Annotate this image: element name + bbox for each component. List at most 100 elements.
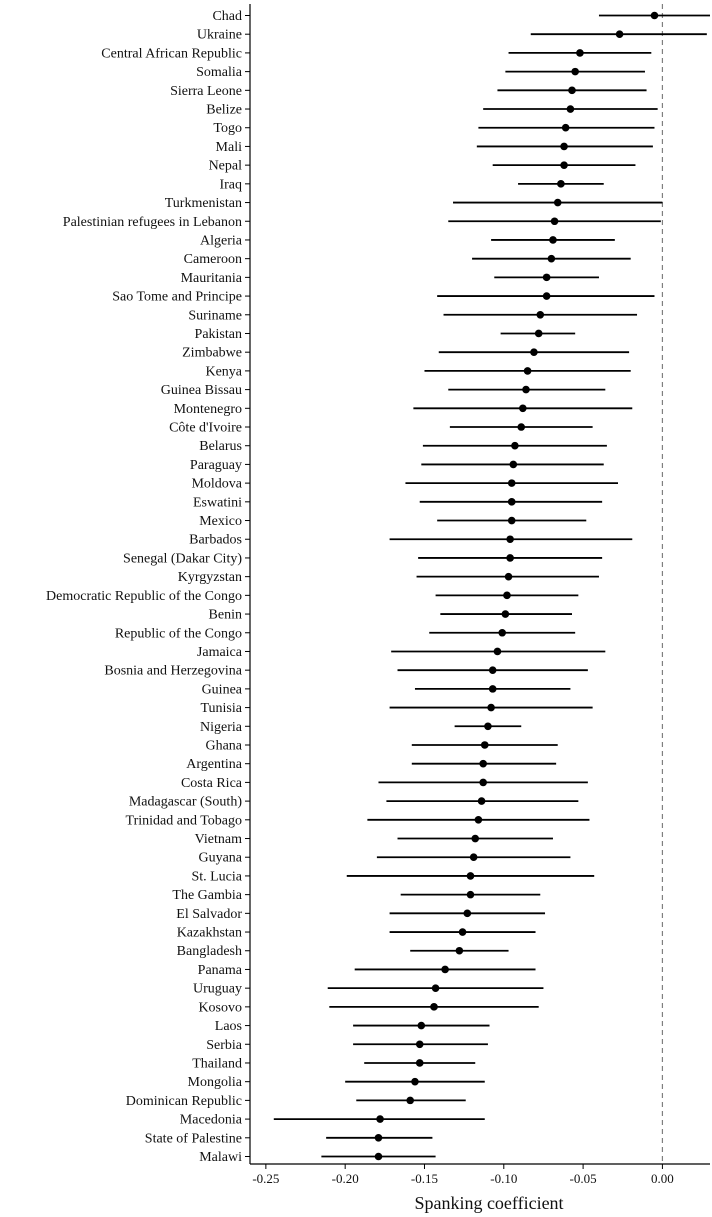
category-label: Jamaica bbox=[197, 645, 243, 660]
category-label: Barbados bbox=[189, 533, 242, 548]
point-estimate bbox=[417, 1021, 426, 1030]
point-estimate bbox=[560, 142, 568, 151]
category-label: Nepal bbox=[209, 159, 243, 174]
category-label: Pakistan bbox=[195, 327, 242, 342]
point-estimate bbox=[568, 86, 576, 95]
point-estimate bbox=[466, 890, 475, 899]
point-estimate bbox=[522, 385, 530, 394]
plot-area: Chad Ukraine Central African Republic Somal… bbox=[46, 4, 710, 1186]
point-estimate bbox=[493, 647, 502, 656]
point-estimate bbox=[415, 1040, 424, 1049]
category-label: Guyana bbox=[198, 851, 242, 866]
category-label: Central African Republic bbox=[101, 46, 242, 61]
point-estimate bbox=[523, 367, 532, 375]
point-estimate bbox=[504, 572, 513, 581]
category-label: Tunisia bbox=[200, 701, 242, 716]
category-label: Benin bbox=[209, 608, 242, 623]
category-label: Kyrgyzstan bbox=[178, 570, 242, 585]
x-tick-label: -0.05 bbox=[570, 1171, 597, 1186]
category-label: Bosnia and Herzegovina bbox=[104, 664, 242, 679]
category-label: Chad bbox=[212, 9, 242, 24]
category-label: St. Lucia bbox=[191, 869, 242, 884]
category-label: Democratic Republic of the Congo bbox=[46, 589, 242, 604]
category-label: Vietnam bbox=[195, 832, 242, 847]
point-estimate bbox=[542, 273, 551, 282]
point-estimate bbox=[547, 254, 556, 263]
category-label: Montenegro bbox=[174, 402, 242, 417]
point-estimate bbox=[484, 722, 492, 731]
category-label: Republic of the Congo bbox=[115, 626, 242, 641]
point-estimate bbox=[566, 105, 575, 113]
point-estimate bbox=[530, 348, 538, 356]
point-estimate bbox=[487, 703, 495, 712]
point-estimate bbox=[534, 329, 543, 338]
category-label: Togo bbox=[213, 121, 242, 136]
point-estimate bbox=[498, 628, 507, 637]
point-estimate bbox=[488, 666, 497, 674]
point-estimate bbox=[576, 49, 584, 57]
category-label: Argentina bbox=[186, 757, 243, 772]
point-estimate bbox=[474, 816, 483, 824]
point-estimate bbox=[411, 1077, 419, 1086]
category-label: Mongolia bbox=[188, 1075, 243, 1090]
category-label: Belize bbox=[206, 103, 242, 118]
point-estimate bbox=[441, 965, 449, 974]
category-label: Sierra Leone bbox=[170, 84, 242, 99]
category-label: Mauritania bbox=[181, 271, 243, 286]
point-estimate bbox=[561, 123, 570, 132]
point-estimate bbox=[374, 1133, 383, 1142]
x-tick-label: -0.20 bbox=[332, 1171, 359, 1186]
point-estimate bbox=[509, 460, 518, 469]
category-label: Turkmenistan bbox=[165, 196, 242, 211]
point-estimate bbox=[469, 853, 478, 862]
point-estimate bbox=[536, 310, 545, 319]
category-label: Malawi bbox=[199, 1150, 242, 1165]
category-label: Suriname bbox=[188, 308, 242, 323]
point-estimate bbox=[507, 516, 516, 525]
category-label: Senegal (Dakar City) bbox=[123, 551, 242, 566]
point-estimate bbox=[560, 161, 568, 169]
point-estimate bbox=[455, 946, 464, 955]
category-label: Macedonia bbox=[180, 1113, 243, 1128]
point-estimate bbox=[466, 872, 475, 880]
category-label: Moldova bbox=[191, 477, 242, 492]
category-label: The Gambia bbox=[172, 888, 242, 903]
category-label: Dominican Republic bbox=[126, 1094, 242, 1109]
category-label: Mexico bbox=[199, 514, 242, 529]
category-label: Palestinian refugees in Lebanon bbox=[63, 215, 242, 230]
point-estimate bbox=[479, 759, 487, 768]
x-tick-label: -0.10 bbox=[490, 1171, 517, 1186]
point-estimate bbox=[557, 180, 565, 188]
point-estimate bbox=[507, 479, 516, 487]
point-estimate bbox=[503, 591, 511, 600]
point-estimate bbox=[374, 1152, 383, 1161]
category-label: Costa Rica bbox=[181, 776, 243, 791]
point-estimate bbox=[553, 198, 562, 207]
category-label: Uruguay bbox=[193, 982, 242, 997]
point-estimate bbox=[488, 685, 497, 693]
point-estimate bbox=[376, 1115, 384, 1123]
point-estimate bbox=[571, 67, 579, 76]
category-label: Nigeria bbox=[200, 720, 243, 735]
point-estimate bbox=[650, 11, 659, 20]
category-label: Guinea Bissau bbox=[161, 383, 242, 398]
category-label: Serbia bbox=[206, 1038, 243, 1053]
point-estimate bbox=[406, 1096, 415, 1105]
point-estimate bbox=[501, 610, 510, 618]
point-estimate bbox=[519, 404, 527, 413]
category-label: Algeria bbox=[200, 233, 243, 248]
point-estimate bbox=[431, 984, 440, 992]
x-tick-label: 0.00 bbox=[651, 1171, 674, 1186]
category-label: Trinidad and Tobago bbox=[126, 813, 242, 828]
category-label: Kenya bbox=[205, 364, 242, 379]
x-tick-label: -0.25 bbox=[252, 1171, 279, 1186]
category-label: Zimbabwe bbox=[182, 346, 242, 361]
point-estimate bbox=[458, 928, 467, 936]
point-estimate bbox=[430, 1003, 438, 1011]
category-label: Guinea bbox=[202, 682, 243, 697]
point-estimate bbox=[477, 797, 486, 805]
point-estimate bbox=[471, 834, 480, 843]
category-label: Laos bbox=[215, 1019, 242, 1034]
point-estimate bbox=[517, 423, 526, 431]
category-label: State of Palestine bbox=[145, 1131, 242, 1146]
